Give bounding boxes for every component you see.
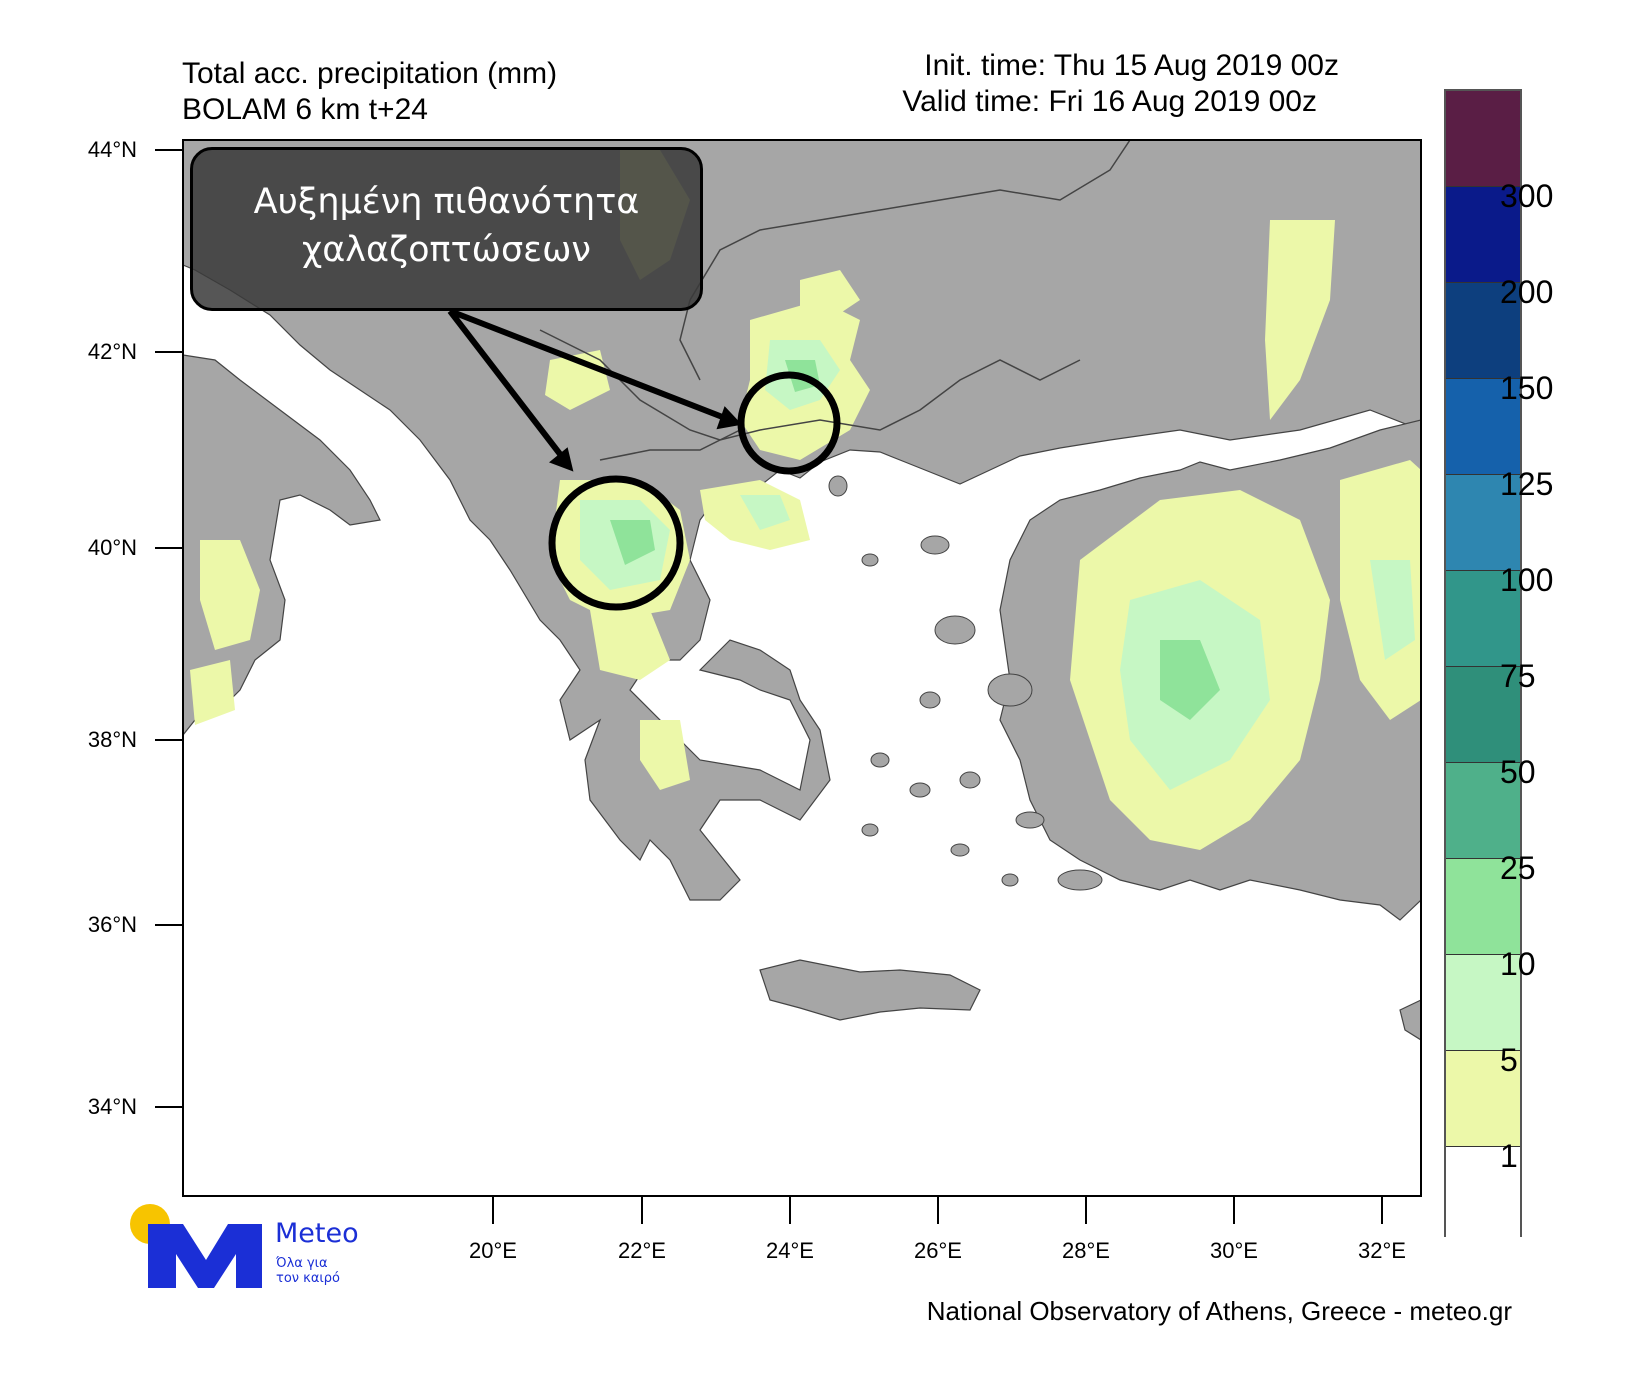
colorbar-label-150: 150 bbox=[1500, 370, 1554, 406]
credit-text: National Observatory of Athens, Greece -… bbox=[926, 1296, 1512, 1326]
colorbar-label-75: 75 bbox=[1500, 658, 1536, 694]
lat-label-38: 38°N bbox=[87, 727, 137, 752]
meteo-tagline-line-2: τον καιρό bbox=[276, 1271, 341, 1286]
lat-label-40: 40°N bbox=[87, 535, 137, 560]
aegean-islands bbox=[828, 475, 1103, 891]
lon-label-20: 20°E bbox=[469, 1238, 517, 1263]
colorbar-swatch-75 bbox=[1446, 571, 1520, 667]
land-east-coast bbox=[1399, 999, 1421, 1041]
colorbar-swatch-1 bbox=[1446, 1051, 1520, 1147]
colorbar-swatch-125 bbox=[1446, 379, 1520, 475]
colorbar-label-1: 1 bbox=[1500, 1138, 1518, 1174]
colorbar-label-50: 50 bbox=[1500, 754, 1536, 790]
colorbar bbox=[1444, 89, 1522, 1243]
meteo-logo: Meteo Όλα για τον καιρό bbox=[128, 1202, 388, 1292]
annotation-line-1: Αυξημένη πιθανότητα bbox=[253, 182, 640, 222]
lon-label-30: 30°E bbox=[1210, 1238, 1258, 1263]
colorbar-swatch-100 bbox=[1446, 475, 1520, 571]
colorbar-swatch-300plus bbox=[1446, 91, 1520, 187]
hail-annotation-box: Αυξημένη πιθανότητα χαλαζοπτώσεων bbox=[190, 147, 703, 311]
title-line-2: BOLAM 6 km t+24 bbox=[182, 93, 428, 126]
lon-label-22: 22°E bbox=[618, 1238, 666, 1263]
colorbar-label-100: 100 bbox=[1500, 562, 1554, 598]
meteo-brand: Meteo bbox=[275, 1218, 359, 1249]
lon-label-24: 24°E bbox=[766, 1238, 814, 1263]
meteo-tagline: Όλα για τον καιρό bbox=[276, 1256, 340, 1286]
lon-label-28: 28°E bbox=[1062, 1238, 1110, 1263]
lon-ticks bbox=[492, 1196, 1383, 1224]
colorbar-label-200: 200 bbox=[1500, 274, 1554, 310]
meteo-tagline-line-1: Όλα για bbox=[276, 1256, 328, 1271]
lon-label-26: 26°E bbox=[914, 1238, 962, 1263]
lat-ticks bbox=[155, 149, 183, 1108]
country-borders bbox=[539, 140, 1131, 461]
colorbar-label-25: 25 bbox=[1500, 850, 1536, 886]
map-title: Total acc. precipitation (mm) BOLAM 6 km… bbox=[182, 56, 557, 128]
meteo-logo-icon bbox=[130, 1204, 262, 1288]
map-frame-border bbox=[182, 139, 1422, 1197]
hail-circle-east bbox=[737, 371, 841, 475]
annotation-line-2: χαλαζοπτώσεων bbox=[302, 230, 591, 270]
colorbar-swatch-150 bbox=[1446, 283, 1520, 379]
colorbar-label-5: 5 bbox=[1500, 1042, 1518, 1078]
title-line-1: Total acc. precipitation (mm) bbox=[182, 57, 558, 90]
lat-label-36: 36°N bbox=[87, 912, 137, 937]
lat-label-44: 44°N bbox=[87, 137, 137, 162]
valid-time: Valid time: Fri 16 Aug 2019 00z bbox=[902, 85, 1317, 118]
colorbar-swatch-10 bbox=[1446, 859, 1520, 955]
colorbar-label-125: 125 bbox=[1500, 466, 1554, 502]
lon-label-32: 32°E bbox=[1358, 1238, 1406, 1263]
colorbar-label-300: 300 bbox=[1500, 178, 1554, 214]
lat-label-34: 34°N bbox=[87, 1094, 137, 1119]
colorbar-swatch-25 bbox=[1446, 763, 1520, 859]
annotation-arrows bbox=[447, 308, 742, 472]
colorbar-label-10: 10 bbox=[1500, 946, 1536, 982]
init-time: Init. time: Thu 15 Aug 2019 00z bbox=[924, 49, 1339, 82]
land-crete bbox=[759, 959, 981, 1021]
time-info: Init. time: Thu 15 Aug 2019 00z Valid ti… bbox=[902, 48, 1339, 120]
colorbar-swatch-200 bbox=[1446, 187, 1520, 283]
colorbar-swatch-0 bbox=[1446, 1147, 1520, 1243]
colorbar-swatch-50 bbox=[1446, 667, 1520, 763]
hail-circle-west bbox=[548, 475, 684, 611]
lat-label-42: 42°N bbox=[87, 339, 137, 364]
colorbar-swatch-5 bbox=[1446, 955, 1520, 1051]
